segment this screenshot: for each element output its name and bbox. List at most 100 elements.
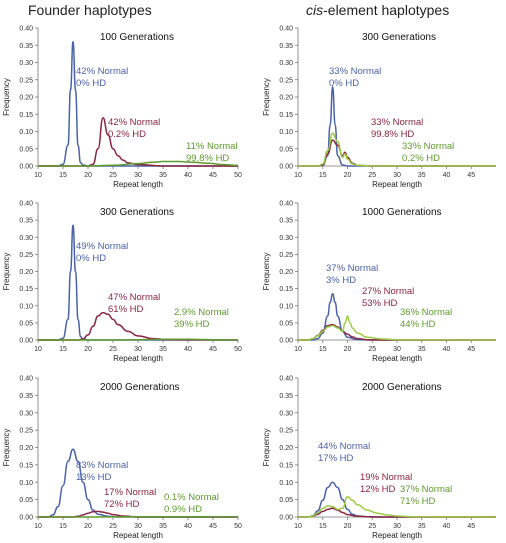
y-tick-label: 0.20 <box>279 445 293 452</box>
x-tick-label: 40 <box>184 346 192 353</box>
annotation-label: 3% HD <box>326 275 356 286</box>
x-tick-label: 10 <box>294 523 302 530</box>
y-tick-label: 0.15 <box>19 286 33 293</box>
chart-panel-6: 0.00 0.05 0.10 0.15 0.20 0.25 0.30 0.35 0.40 10 15… <box>262 376 497 540</box>
annotation-label: 99.8% HD <box>371 129 414 140</box>
x-tick-label: 40 <box>184 523 192 530</box>
y-tick-label: 0.20 <box>279 95 293 102</box>
annotation-label: 0.1% Normal <box>164 492 219 503</box>
y-tick-label: 0.00 <box>19 515 33 522</box>
x-tick-label: 15 <box>319 346 327 353</box>
series-line-3 <box>298 496 497 518</box>
y-tick-label: 0.10 <box>279 303 293 310</box>
x-tick-label: 20 <box>344 523 352 530</box>
y-tick-label: 0.25 <box>19 77 33 84</box>
y-tick-label: 0.35 <box>279 393 293 400</box>
x-tick-label: 20 <box>84 172 92 179</box>
annotation-label: 2.9% Normal <box>174 307 229 318</box>
annotation-label: 17% HD <box>318 453 354 464</box>
column-title-italic: cis <box>306 2 324 18</box>
x-tick-label: 40 <box>443 523 451 530</box>
annotation-label: 0.2% HD <box>402 153 440 164</box>
y-tick-label: 0.30 <box>19 410 33 417</box>
y-tick-label: 0.20 <box>279 269 293 276</box>
y-tick-label: 0.10 <box>19 303 33 310</box>
chart-title: 300 Generations <box>362 32 436 43</box>
chart-panel-2: 0.00 0.05 0.10 0.15 0.20 0.25 0.30 0.35 0.40 10 15… <box>262 26 496 189</box>
y-axis-label: Frequency <box>262 78 271 116</box>
x-tick-label: 35 <box>418 346 426 353</box>
annotation-label: 99.8% HD <box>186 153 229 164</box>
x-tick-label: 45 <box>467 172 475 179</box>
annotation-label: 42% Normal <box>76 66 128 77</box>
series-line-3 <box>38 160 239 167</box>
x-tick-label: 35 <box>418 523 426 530</box>
x-tick-label: 30 <box>134 172 142 179</box>
annotation-label: 36% Normal <box>400 307 452 318</box>
annotation-label: 53% HD <box>362 298 398 309</box>
y-tick-label: 0.40 <box>279 201 293 208</box>
annotation-label: 37% Normal <box>326 263 378 274</box>
y-tick-label: 0.35 <box>19 393 33 400</box>
annotation-label: 39% HD <box>174 319 210 330</box>
y-tick-label: 0.15 <box>279 286 293 293</box>
x-tick-label: 15 <box>319 523 327 530</box>
x-tick-label: 40 <box>443 346 451 353</box>
x-tick-label: 35 <box>159 523 167 530</box>
x-axis-label: Repeat length <box>113 180 163 189</box>
annotation-label: 0% HD <box>76 78 106 89</box>
x-axis-label: Repeat length <box>372 180 422 189</box>
x-tick-label: 20 <box>84 523 92 530</box>
x-tick-label: 30 <box>134 346 142 353</box>
y-tick-label: 0.25 <box>279 428 293 435</box>
x-tick-label: 10 <box>34 523 42 530</box>
x-tick-label: 50 <box>234 523 242 530</box>
x-tick-label: 45 <box>209 346 217 353</box>
y-tick-label: 0.15 <box>279 112 293 119</box>
y-tick-label: 0.30 <box>19 235 33 242</box>
y-tick-label: 0.10 <box>19 480 33 487</box>
x-tick-label: 25 <box>368 346 376 353</box>
y-tick-label: 0.15 <box>19 462 33 469</box>
x-tick-label: 45 <box>467 523 475 530</box>
annotation-label: 44% Normal <box>318 441 370 452</box>
y-tick-label: 0.15 <box>19 112 33 119</box>
x-tick-label: 10 <box>34 172 42 179</box>
chart-panel-1: 0.00 0.05 0.10 0.15 0.20 0.25 0.30 0.35 0.40 10 15… <box>2 26 242 190</box>
x-tick-label: 25 <box>368 523 376 530</box>
annotation-label: 83% Normal <box>76 460 128 471</box>
chart-title: 2000 Generations <box>362 382 442 393</box>
x-tick-label: 50 <box>234 172 242 179</box>
column-title-founder: Founder haplotypes <box>28 2 152 18</box>
chart-panel-5: 0.00 0.05 0.10 0.15 0.20 0.25 0.30 0.35 0.40 10 15… <box>2 376 242 541</box>
x-tick-label: 25 <box>109 523 117 530</box>
x-tick-label: 30 <box>393 346 401 353</box>
y-tick-label: 0.25 <box>279 77 293 84</box>
x-tick-label: 45 <box>467 346 475 353</box>
y-tick-label: 0.40 <box>19 201 33 208</box>
annotation-label: 71% HD <box>400 496 436 507</box>
annotation-label: 0.2% HD <box>108 129 146 140</box>
chart-title: 100 Generations <box>100 32 174 43</box>
x-tick-label: 20 <box>84 346 92 353</box>
chart-title: 300 Generations <box>100 207 174 218</box>
series-line-3 <box>38 338 238 341</box>
y-tick-label: 0.25 <box>19 252 33 259</box>
x-tick-label: 40 <box>443 172 451 179</box>
x-tick-label: 30 <box>393 172 401 179</box>
y-tick-label: 0.00 <box>279 164 293 171</box>
y-axis-label: Frequency <box>262 253 271 291</box>
x-tick-label: 25 <box>109 172 117 179</box>
annotation-label: 37% Normal <box>400 484 452 495</box>
annotation-label: 47% Normal <box>108 292 160 303</box>
chart-title: 1000 Generations <box>362 207 442 218</box>
column-title-cis-element: cis-element haplotypes <box>306 2 449 18</box>
annotation-label: 27% Normal <box>362 286 414 297</box>
x-tick-label: 10 <box>294 172 302 179</box>
x-tick-label: 25 <box>368 172 376 179</box>
y-tick-label: 0.30 <box>279 235 293 242</box>
y-tick-label: 0.40 <box>279 26 293 33</box>
y-tick-label: 0.40 <box>19 376 33 383</box>
y-tick-label: 0.35 <box>19 218 33 225</box>
